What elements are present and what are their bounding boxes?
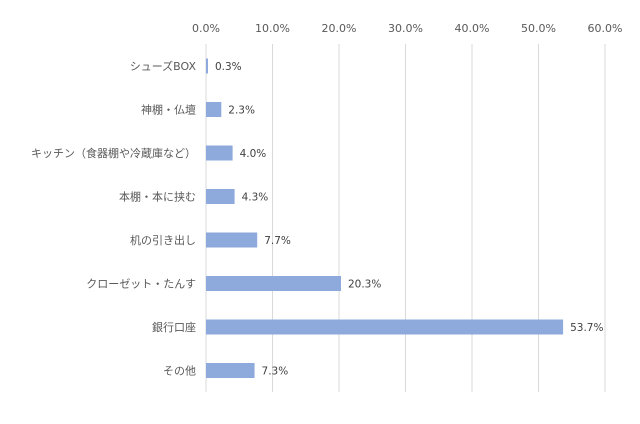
category-label: 神棚・仏壇	[141, 103, 196, 117]
bar	[206, 145, 233, 161]
x-axis-ticks: 0.0% 10.0% 20.0% 30.0% 40.0% 50.0% 60.0%	[192, 22, 622, 35]
bar	[206, 319, 564, 335]
data-label: 4.3%	[242, 192, 269, 204]
x-tick-label: 50.0%	[521, 22, 556, 35]
x-tick-label: 60.0%	[588, 22, 623, 35]
bar	[206, 363, 255, 378]
category-label: 銀行口座	[152, 320, 196, 334]
data-labels: 0.3% 2.3% 4.0% 4.3% 7.7% 20.3% 53.7% 7.3%	[215, 61, 603, 378]
data-label: 7.7%	[264, 235, 291, 247]
data-label: 0.3%	[215, 61, 242, 73]
gridlines	[205, 44, 606, 392]
x-tick-label: 30.0%	[388, 22, 423, 35]
category-label: 本棚・本に挟む	[119, 190, 196, 204]
category-label: 机の引き出し	[130, 233, 196, 247]
category-label: キッチン（食器棚や冷蔵庫など）	[31, 146, 196, 160]
bar	[206, 232, 258, 248]
x-tick-label: 40.0%	[455, 22, 490, 35]
bar	[206, 102, 222, 117]
x-tick-label: 20.0%	[322, 22, 357, 35]
bars	[206, 58, 564, 378]
data-label: 7.3%	[262, 366, 289, 378]
data-label: 4.0%	[240, 148, 267, 160]
x-tick-label: 0.0%	[192, 22, 220, 35]
category-label: クローゼット・たんす	[86, 278, 196, 291]
data-label: 2.3%	[228, 105, 255, 117]
data-label: 53.7%	[570, 322, 603, 334]
bar	[206, 276, 341, 291]
bar	[206, 58, 208, 74]
category-label: シューズBOX	[130, 59, 197, 73]
category-label: その他	[163, 365, 196, 378]
data-label: 20.3%	[348, 279, 381, 291]
bar	[206, 189, 235, 204]
x-tick-label: 10.0%	[255, 22, 290, 35]
